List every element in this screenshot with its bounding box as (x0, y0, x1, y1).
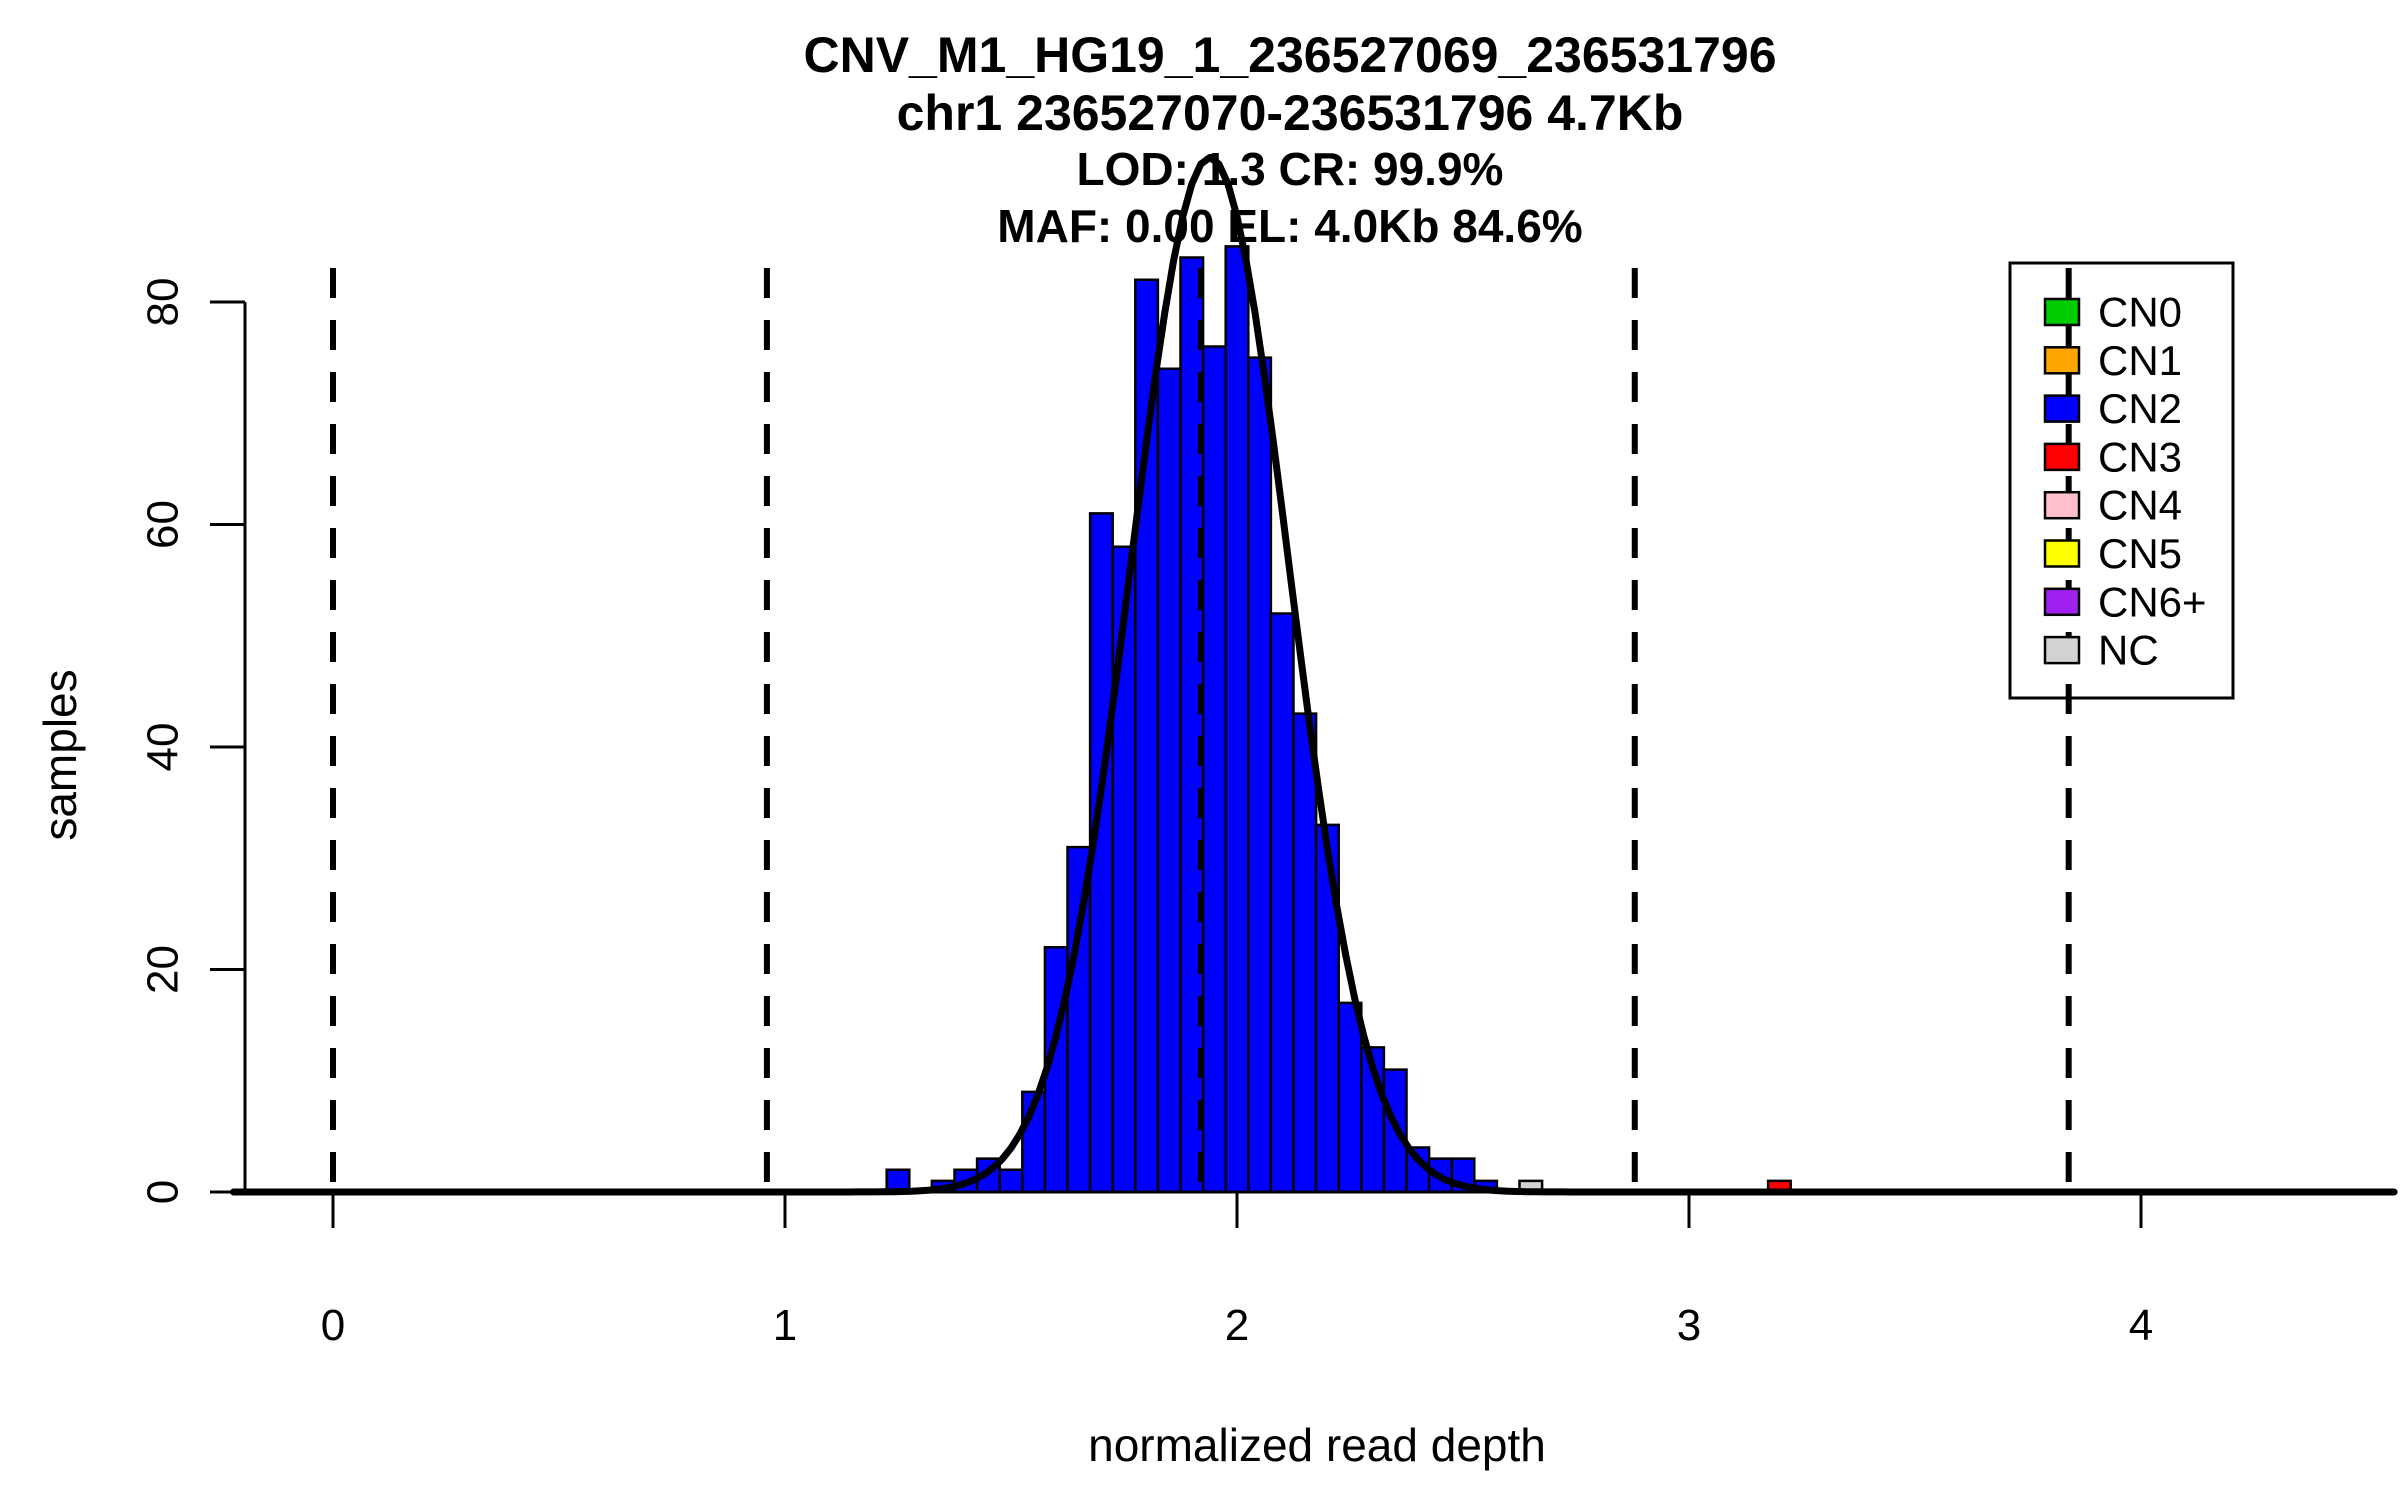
histogram-bar-cn2-x2.15 (1292, 712, 1318, 1194)
legend-label-cn2: CN2 (2098, 385, 2182, 432)
legend-swatch-cn2 (2043, 394, 2081, 423)
plot-subtitle-region: chr1 236527070-236531796 4.7Kb (896, 85, 1684, 141)
legend-label-cn4: CN4 (2098, 482, 2182, 529)
y-tick-label-0: 0 (139, 1180, 188, 1204)
legend-swatch-cn0 (2043, 297, 2081, 327)
legend-swatch-cn5 (2043, 539, 2081, 568)
legend-label-cn3: CN3 (2098, 433, 2182, 480)
x-tick-label-0: 0 (321, 1301, 345, 1350)
x-tick-label-1: 1 (773, 1301, 797, 1350)
legend-label-cn5: CN5 (2098, 530, 2182, 577)
x-tick-label-2: 2 (1225, 1301, 1249, 1350)
histogram-bar-cn2-x2.05 (1247, 356, 1273, 1194)
legend-box (2008, 261, 2235, 700)
plot-subtitle-lod-cr: LOD: 1.3 CR: 99.9% (1076, 143, 1504, 195)
plot-title: CNV_M1_HG19_1_236527069_236531796 (803, 27, 1777, 83)
y-tick-label-60: 60 (139, 500, 188, 549)
histogram-bar-cn2-x2.25 (1337, 1001, 1363, 1194)
legend-label-nc: NC (2098, 627, 2159, 674)
legend-swatch-cn1 (2043, 346, 2081, 375)
legend-swatch-cn6+ (2043, 587, 2081, 617)
legend-label-cn6+: CN6+ (2098, 578, 2207, 625)
histogram-bar-cn2-x1.5 (998, 1168, 1024, 1194)
y-tick-label-20: 20 (139, 945, 188, 994)
histogram-bar-cn2-x1.95 (1201, 345, 1227, 1194)
histogram-bar-cn2-x2.1 (1269, 612, 1295, 1194)
y-tick-label-80: 80 (139, 278, 188, 327)
histogram-bar-cn2-x2 (1224, 245, 1250, 1194)
x-axis-label: normalized read depth (1088, 1419, 1546, 1471)
legend-swatch-cn3 (2043, 442, 2081, 472)
x-tick-label-3: 3 (1677, 1301, 1701, 1350)
legend-label-cn1: CN1 (2098, 337, 2182, 384)
x-tick-label-4: 4 (2129, 1301, 2153, 1350)
legend-swatch-cn4 (2043, 490, 2081, 520)
histogram-bar-cn2-x1.85 (1156, 367, 1182, 1194)
legend-swatch-nc (2043, 635, 2081, 665)
y-axis-label: samples (34, 669, 86, 841)
legend-label-cn0: CN0 (2098, 289, 2182, 336)
plot-subtitle-maf-el: MAF: 0.00 EL: 4.0Kb 84.6% (997, 200, 1583, 252)
y-tick-label-40: 40 (139, 723, 188, 772)
